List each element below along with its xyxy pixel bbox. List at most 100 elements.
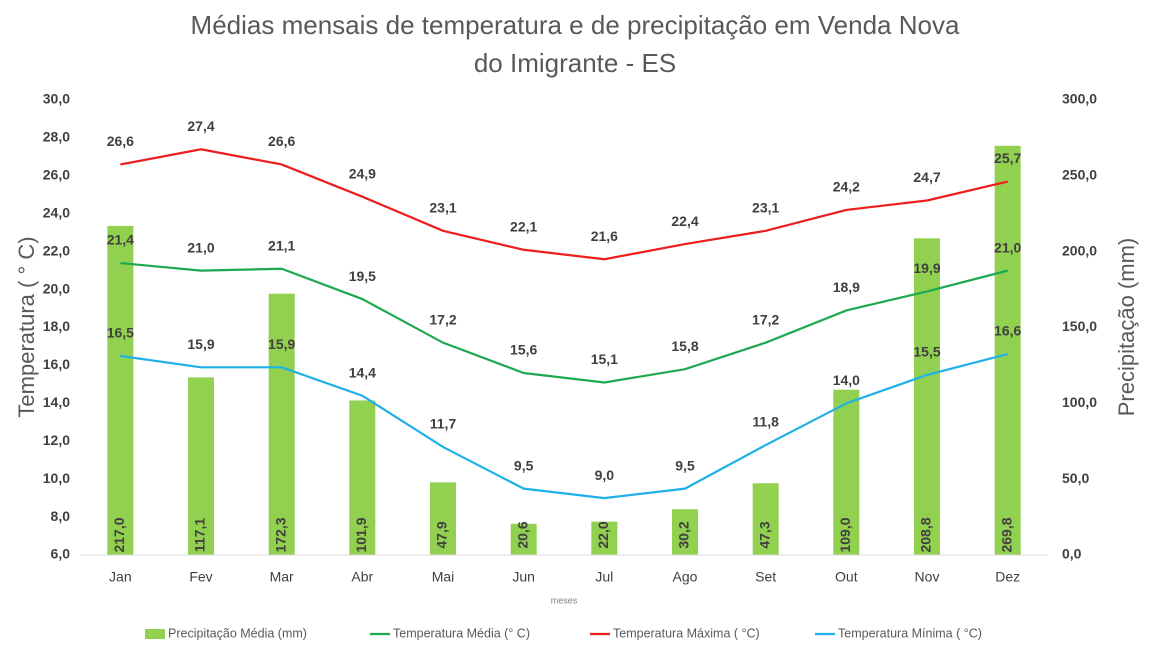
y2-tick-label: 50,0 xyxy=(1062,470,1089,486)
data-label: 22,4 xyxy=(671,213,698,229)
data-label: 26,6 xyxy=(268,133,295,149)
data-label: 21,4 xyxy=(107,232,134,248)
data-label: 47,9 xyxy=(434,521,450,548)
bar xyxy=(268,293,295,555)
bar xyxy=(672,509,698,555)
y-tick-label: 10,0 xyxy=(43,470,70,486)
data-label: 217,0 xyxy=(111,517,127,552)
data-label: 19,9 xyxy=(913,260,940,276)
x-tick-label: Out xyxy=(835,569,858,585)
data-label: 15,9 xyxy=(268,336,295,352)
bar xyxy=(591,521,618,555)
data-label: 23,1 xyxy=(429,200,456,216)
data-label: 19,5 xyxy=(349,268,376,284)
data-label: 47,3 xyxy=(756,521,772,548)
bar xyxy=(430,482,456,555)
data-label: 14,4 xyxy=(349,364,376,380)
data-label: 27,4 xyxy=(187,118,214,134)
bar xyxy=(188,377,214,555)
data-label: 11,7 xyxy=(430,416,457,432)
data-label: 16,5 xyxy=(107,325,134,341)
data-label: 9,5 xyxy=(514,457,534,473)
y2-tick-label: 0,0 xyxy=(1062,546,1082,562)
x-tick-label: Set xyxy=(755,569,776,585)
data-label: 172,3 xyxy=(272,517,288,552)
bar xyxy=(107,225,134,555)
x-tick-label: Ago xyxy=(673,569,698,585)
data-label: 117,1 xyxy=(192,518,208,552)
data-label: 269,8 xyxy=(998,517,1014,552)
data-label: 11,8 xyxy=(752,414,779,430)
data-label: 21,1 xyxy=(268,237,295,253)
y-tick-label: 22,0 xyxy=(43,242,70,258)
y2-tick-label: 250,0 xyxy=(1062,167,1097,183)
legend-label: Temperatura Máxima ( °C) xyxy=(613,626,760,640)
data-label: 15,9 xyxy=(187,336,214,352)
data-label: 101,9 xyxy=(353,517,369,552)
y-tick-label: 6,0 xyxy=(51,546,71,562)
data-label: 22,1 xyxy=(510,218,537,234)
legend-label: Precipitação Média (mm) xyxy=(168,626,307,640)
bar xyxy=(833,389,860,555)
data-label: 24,2 xyxy=(833,179,860,195)
y-tick-label: 18,0 xyxy=(43,318,70,334)
data-label: 21,0 xyxy=(187,239,214,255)
x-axis-title: meses xyxy=(551,595,578,605)
y-tick-label: 12,0 xyxy=(43,432,70,448)
y-tick-label: 26,0 xyxy=(43,167,70,183)
bar xyxy=(510,523,537,555)
data-label: 17,2 xyxy=(429,311,456,327)
y-tick-label: 16,0 xyxy=(43,356,70,372)
data-label: 9,5 xyxy=(675,457,695,473)
line xyxy=(120,352,1008,500)
bar xyxy=(994,145,1021,555)
x-tick-label: Dez xyxy=(995,569,1020,585)
y2-axis-title: Precipitação (mm) xyxy=(1114,238,1139,416)
y-tick-label: 28,0 xyxy=(43,129,70,145)
x-tick-label: Jul xyxy=(595,569,613,585)
data-label: 14,0 xyxy=(833,372,860,388)
data-label: 109,0 xyxy=(837,517,853,552)
data-label: 18,9 xyxy=(833,279,860,295)
data-label: 30,2 xyxy=(676,521,692,548)
x-tick-label: Abr xyxy=(351,569,373,585)
x-tick-label: Jan xyxy=(109,569,132,585)
data-label: 23,1 xyxy=(752,200,779,216)
data-label: 15,5 xyxy=(913,344,940,360)
y2-tick-label: 150,0 xyxy=(1062,318,1097,334)
y-tick-label: 20,0 xyxy=(43,280,70,296)
data-label: 21,0 xyxy=(994,239,1021,255)
y-tick-label: 8,0 xyxy=(51,508,71,524)
y-tick-label: 30,0 xyxy=(43,91,70,107)
data-label: 22,0 xyxy=(595,521,611,548)
bar xyxy=(914,238,940,555)
legend-label: Temperatura Mínima ( °C) xyxy=(838,626,982,640)
chart-title: Médias mensais de temperatura e de preci… xyxy=(190,10,960,78)
bar xyxy=(752,483,779,555)
x-tick-label: Jun xyxy=(512,569,535,585)
x-tick-label: Mai xyxy=(432,569,455,585)
data-label: 26,6 xyxy=(107,133,134,149)
data-label: 24,9 xyxy=(349,165,376,181)
data-label: 16,6 xyxy=(994,323,1021,339)
data-label: 9,0 xyxy=(595,467,615,483)
y2-tick-label: 100,0 xyxy=(1062,394,1097,410)
data-label: 208,8 xyxy=(918,517,934,552)
bar xyxy=(349,400,376,555)
y2-tick-label: 300,0 xyxy=(1062,91,1097,107)
line xyxy=(120,148,1008,261)
data-label: 20,6 xyxy=(514,521,530,548)
y2-tick-label: 200,0 xyxy=(1062,242,1097,258)
data-label: 24,7 xyxy=(913,169,940,185)
data-label: 15,6 xyxy=(510,342,537,358)
x-tick-label: Fev xyxy=(189,569,212,585)
line xyxy=(120,261,1008,384)
data-label: 15,8 xyxy=(671,338,698,354)
data-label: 21,6 xyxy=(591,228,618,244)
y-tick-label: 14,0 xyxy=(43,394,70,410)
data-label: 17,2 xyxy=(752,311,779,327)
legend-swatch xyxy=(145,629,165,639)
data-label: 15,1 xyxy=(591,351,618,367)
